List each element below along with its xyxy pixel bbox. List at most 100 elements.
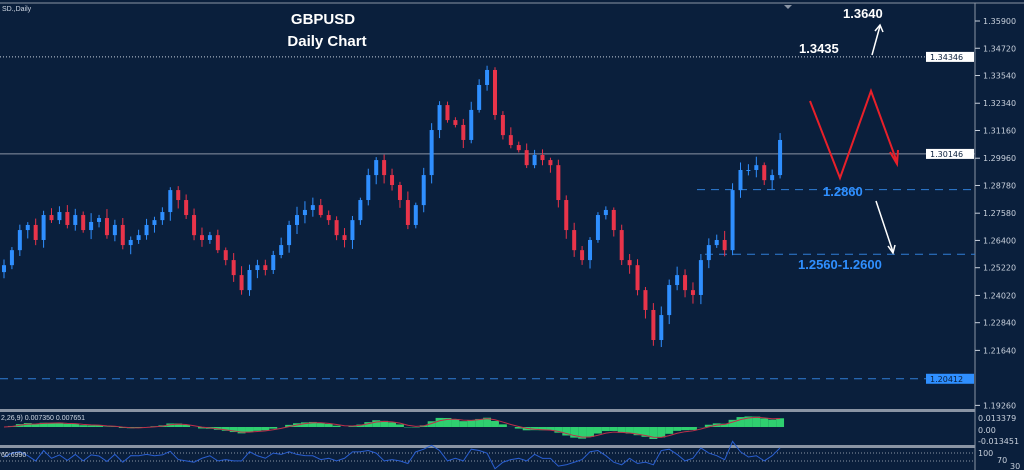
rsi-tick-label: 30 (1010, 462, 1020, 470)
candle-body (722, 239, 727, 251)
macd-bar (285, 424, 294, 427)
candle-body (595, 215, 600, 240)
macd-bar (269, 427, 278, 429)
candle-body (239, 275, 244, 291)
price-tick-label: 1.21640 (983, 346, 1016, 355)
price-tick-label: 1.26400 (983, 236, 1016, 245)
candle-body (524, 150, 529, 166)
rsi-line (3, 440, 781, 470)
candle-body (714, 239, 719, 246)
candle-body (548, 160, 553, 166)
macd-bar (570, 427, 579, 438)
candle-body (2, 265, 6, 273)
macd-bar (578, 427, 587, 439)
candle-body (730, 190, 735, 251)
candle-body (350, 220, 355, 240)
macd-bar (617, 427, 626, 433)
candle-body (580, 250, 585, 261)
price-tick-label: 1.33540 (983, 72, 1016, 81)
price-tick-label: 1.25220 (983, 264, 1016, 273)
candle-body (564, 200, 569, 231)
macd-bar (443, 417, 452, 427)
candle-body (358, 200, 363, 221)
up-arrowhead-icon (874, 23, 884, 33)
macd-bar (752, 416, 761, 427)
macd-bar (736, 417, 745, 427)
forecast-zigzag (809, 88, 898, 181)
candle-body (374, 160, 379, 176)
macd-bar (554, 427, 563, 433)
candle-body (382, 160, 387, 176)
support-zone-label: 1.2560-1.2600 (798, 257, 882, 272)
chart-title: GBPUSD (291, 11, 355, 28)
candle-body (485, 69, 490, 85)
candle-body (770, 175, 775, 181)
chart-subtitle: Daily Chart (287, 33, 366, 50)
candle-body (17, 230, 22, 251)
candle-body (263, 265, 268, 271)
macd-bar (253, 427, 262, 431)
macd-bar (641, 427, 650, 437)
candle-body (445, 105, 450, 121)
candle-body (635, 265, 640, 291)
macd-bar (198, 427, 206, 429)
candle-body (437, 105, 442, 131)
candle-body (152, 220, 157, 225)
macd-bar (348, 426, 357, 427)
shift-marker-icon[interactable] (784, 5, 792, 9)
candle-body (318, 205, 323, 216)
macd-bar (689, 427, 697, 430)
candle-body (334, 220, 339, 236)
down-arrowhead-icon (887, 244, 896, 255)
macd-tick-label: 0.00 (978, 426, 996, 435)
candle-body (231, 260, 236, 276)
macd-bar (39, 422, 48, 427)
price-tick-label: 1.24020 (983, 291, 1016, 300)
macd-bar (665, 427, 674, 434)
symbol-label: SD.,Daily (2, 6, 32, 13)
macd-separator[interactable] (0, 409, 975, 412)
candle-body (271, 255, 276, 271)
macd-bar (720, 423, 729, 427)
candle-body (73, 215, 78, 225)
price-tick-label: 1.19260 (983, 401, 1016, 410)
candle-body (215, 235, 220, 251)
candle-body (690, 290, 695, 295)
macd-bar (71, 423, 80, 427)
macd-bar (546, 427, 555, 431)
candle-body (199, 235, 204, 240)
macd-bar (744, 416, 753, 427)
rsi-separator[interactable] (0, 445, 975, 448)
candle-body (453, 120, 458, 125)
candle-body (611, 209, 616, 231)
candle-body (643, 290, 648, 310)
resistance-label: 1.3435 (799, 41, 839, 56)
candle-body (619, 230, 624, 261)
candle-body (287, 224, 292, 246)
candle-body (738, 169, 743, 191)
macd-bar (491, 420, 499, 427)
candle-body (176, 190, 181, 201)
candle-body (160, 212, 165, 221)
candle-body (81, 215, 86, 231)
macd-bar (728, 419, 737, 427)
macd-bar (221, 427, 230, 431)
macd-bar (47, 422, 56, 427)
candle-body (405, 200, 410, 225)
candle-body (397, 185, 402, 201)
candle-body (65, 212, 70, 225)
macd-tick-label: -0.013451 (978, 437, 1019, 446)
macd-signal-line (3, 416, 781, 438)
candle-body (342, 235, 347, 240)
macd-bar (633, 427, 642, 436)
candle-body (746, 169, 751, 171)
candle-body (556, 165, 561, 201)
candle-body (255, 265, 260, 271)
macd-bar (609, 427, 618, 431)
candle-body (128, 239, 133, 246)
candle-body (627, 260, 632, 266)
macd-bar (593, 427, 602, 434)
candle-body (421, 175, 426, 206)
macd-bar (483, 417, 492, 427)
